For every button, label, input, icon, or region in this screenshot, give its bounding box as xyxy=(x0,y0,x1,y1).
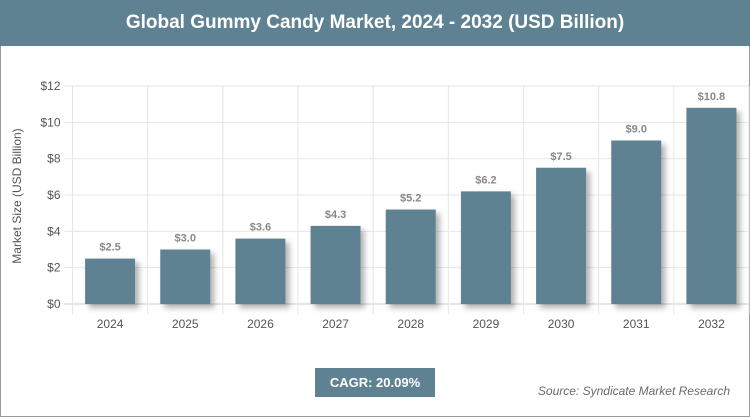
chart-title: Global Gummy Candy Market, 2024 - 2032 (… xyxy=(0,0,750,46)
y-tick-label: $0 xyxy=(47,297,61,311)
x-tick-label: 2026 xyxy=(247,317,274,331)
bar-2026 xyxy=(235,238,286,304)
y-tick-label: $8 xyxy=(47,152,61,166)
bar-2029 xyxy=(460,191,511,304)
bar-2032 xyxy=(686,107,737,304)
bar-2030 xyxy=(536,167,587,304)
data-label: $7.5 xyxy=(550,151,571,163)
y-tick-label: $4 xyxy=(47,224,61,238)
data-label: $5.2 xyxy=(400,193,421,205)
y-tick-label: $12 xyxy=(40,79,60,93)
data-label: $6.2 xyxy=(475,174,496,186)
cagr-badge: CAGR: 20.09% xyxy=(315,368,435,397)
data-label: $3.0 xyxy=(175,233,196,245)
y-tick-label: $10 xyxy=(40,115,60,129)
data-label: $2.5 xyxy=(99,242,120,254)
y-tick-label: $2 xyxy=(47,261,61,275)
bar-2024 xyxy=(85,258,136,304)
x-tick-label: 2024 xyxy=(97,317,124,331)
x-tick-label: 2032 xyxy=(698,317,725,331)
bar-2031 xyxy=(611,140,662,304)
x-tick-label: 2029 xyxy=(473,317,500,331)
y-axis-label: Market Size (USD Billion) xyxy=(10,128,24,263)
bar-2028 xyxy=(385,209,436,304)
bar-2025 xyxy=(160,249,211,304)
source-note: Source: Syndicate Market Research xyxy=(537,384,730,398)
data-label: $3.6 xyxy=(250,222,271,234)
x-tick-label: 2025 xyxy=(172,317,199,331)
x-tick-label: 2031 xyxy=(623,317,650,331)
x-tick-label: 2030 xyxy=(548,317,575,331)
bar-2027 xyxy=(310,225,361,304)
data-label: $10.8 xyxy=(698,91,726,103)
x-tick-label: 2028 xyxy=(397,317,424,331)
y-tick-label: $6 xyxy=(47,188,61,202)
data-label: $4.3 xyxy=(325,209,346,221)
data-label: $9.0 xyxy=(626,124,647,136)
x-tick-label: 2027 xyxy=(322,317,349,331)
